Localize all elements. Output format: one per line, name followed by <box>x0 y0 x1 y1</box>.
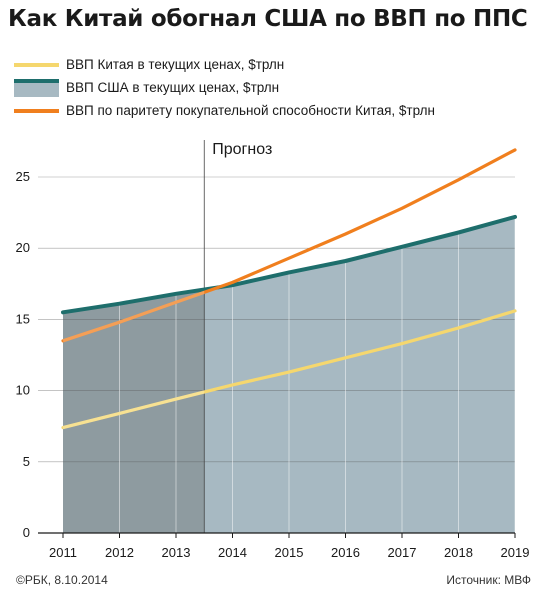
y-tick-label: 5 <box>23 454 30 469</box>
y-tick-label: 25 <box>16 169 30 184</box>
x-tick-label: 2012 <box>105 545 134 560</box>
x-tick-label: 2018 <box>444 545 473 560</box>
y-tick-label: 20 <box>16 240 30 255</box>
x-tick-label: 2015 <box>275 545 304 560</box>
us-gdp-area-forecast <box>204 216 515 533</box>
legend-label-china-gdp: ВВП Китая в текущих ценах, $трлн <box>66 57 285 72</box>
x-tick-label: 2014 <box>218 545 247 560</box>
series-line-history-tint-2 <box>62 290 205 343</box>
y-tick-label: 15 <box>16 311 30 326</box>
chart-title: Как Китай обогнал США по ВВП по ППС <box>8 6 528 32</box>
x-tick-label: 2013 <box>162 545 191 560</box>
forecast-label: Прогноз <box>212 141 272 158</box>
legend-label-us-gdp: ВВП США в текущих ценах, $трлн <box>66 80 280 95</box>
y-tick-label: 10 <box>16 383 30 398</box>
copyright-note: ©РБК, 8.10.2014 <box>16 573 108 587</box>
x-tick-label: 2011 <box>49 545 77 560</box>
legend-swatch-china-ppp <box>14 109 59 113</box>
y-tick-label: 0 <box>23 525 30 540</box>
series-line-history-tint-0 <box>62 390 205 430</box>
legend-label-china-ppp: ВВП по паритету покупательной способност… <box>66 103 435 118</box>
x-tick-label: 2016 <box>331 545 360 560</box>
legend-swatch-china-gdp <box>14 63 59 67</box>
source-note: Источник: МВФ <box>446 573 531 587</box>
x-tick-label: 2017 <box>388 545 417 560</box>
x-tick-label: 2019 <box>501 545 530 560</box>
legend-swatch-us-gdp <box>14 79 59 97</box>
